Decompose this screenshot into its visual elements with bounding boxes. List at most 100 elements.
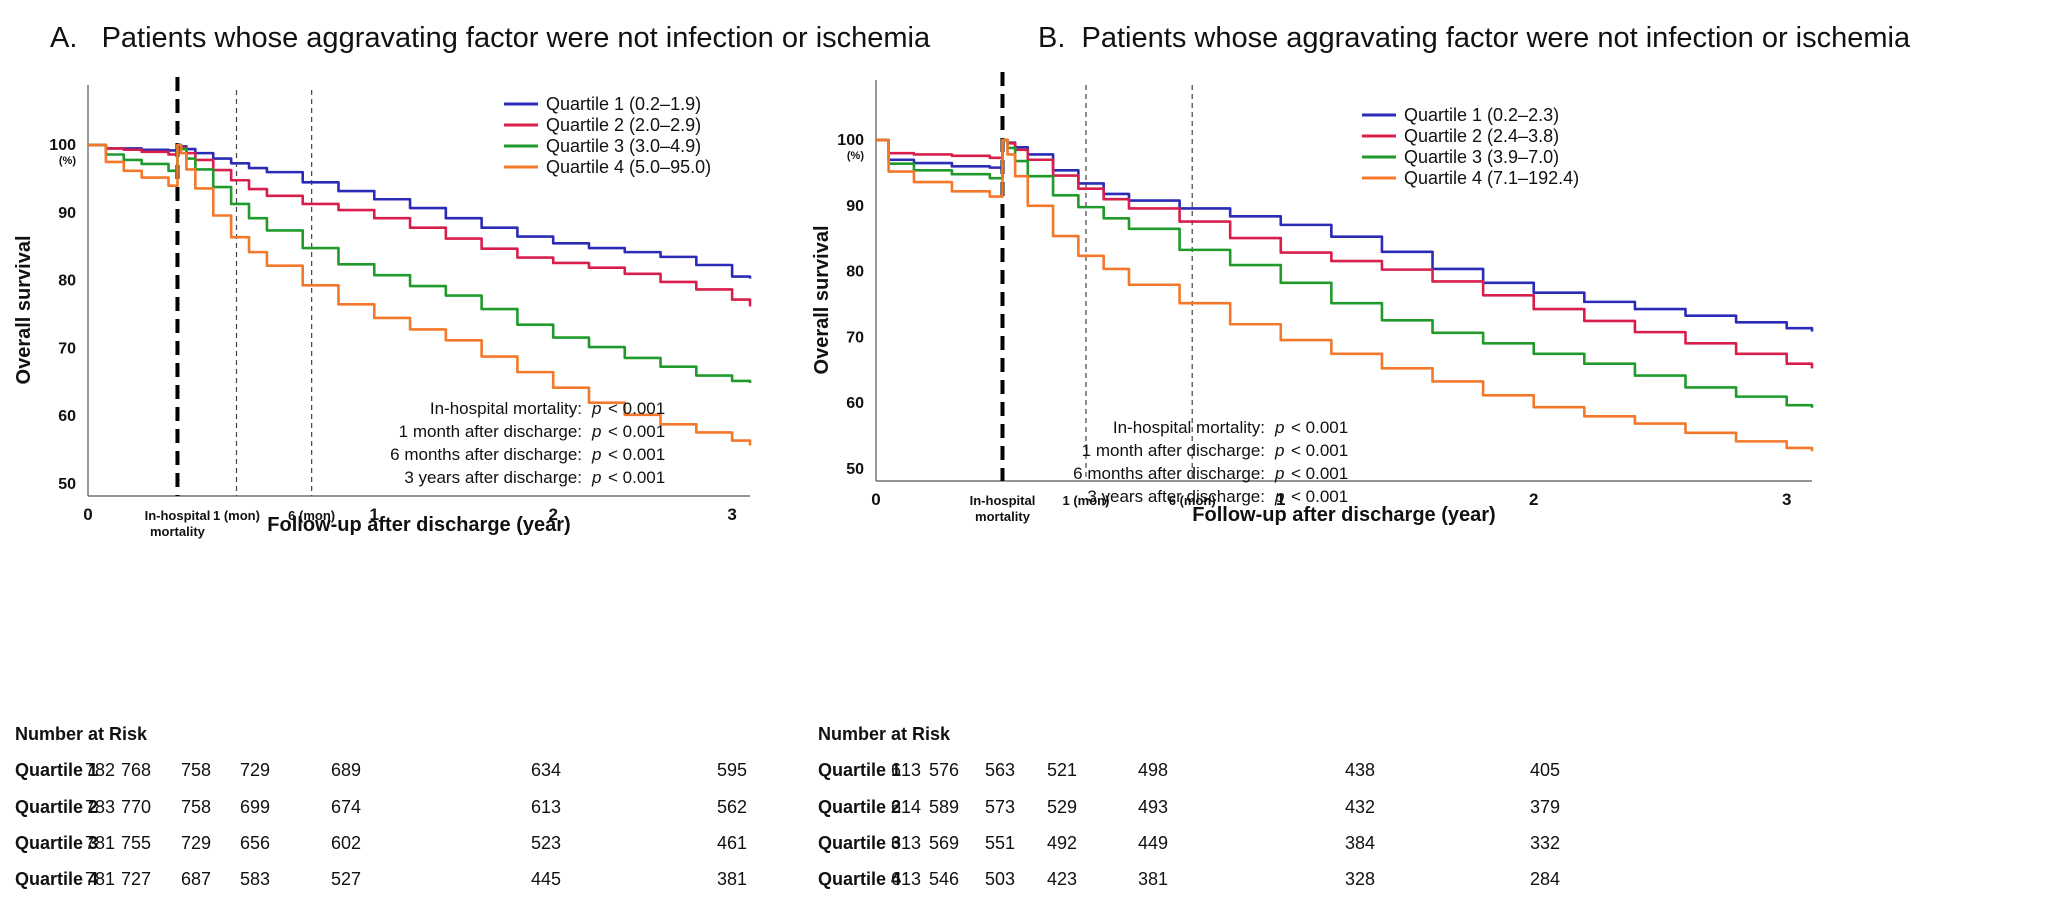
y-tick-label: 60 xyxy=(58,408,76,425)
risk-cell: 492 xyxy=(1046,833,1078,853)
annotation-p: p xyxy=(1274,487,1284,506)
annotation-p: p xyxy=(591,445,601,464)
risk-cell: 405 xyxy=(1529,760,1561,780)
x-tick-label: 6 (mon) xyxy=(1169,493,1216,508)
panel-label-b: B. xyxy=(1038,22,1066,54)
annotation-label: 1 month after discharge: xyxy=(399,422,582,441)
risk-cell: 782 xyxy=(84,760,116,780)
annotation-p: p xyxy=(591,422,601,441)
risk-cell: 781 xyxy=(84,869,116,889)
annotation-value: < 0.001 xyxy=(1291,487,1348,506)
risk-row-label: Quartile 3 xyxy=(15,833,99,853)
x-tick-label: In-hospital xyxy=(970,493,1036,508)
risk-cell: 546 xyxy=(928,869,960,889)
annotation-p: p xyxy=(1274,441,1284,460)
risk-table-row: Quartile 3 781 755 729 656 602 523 461 xyxy=(15,833,747,857)
risk-cell: 523 xyxy=(530,833,562,853)
x-tick-label: In-hospital xyxy=(145,508,211,523)
risk-cell: 328 xyxy=(1344,869,1376,889)
risk-table-row: Quartile 4 613 546 503 423 381 328 284 xyxy=(818,869,1560,893)
risk-cell: 449 xyxy=(1137,833,1169,853)
survival-curve-q2 xyxy=(876,138,1814,369)
annotation-p: p xyxy=(1274,418,1284,437)
risk-cell: 699 xyxy=(239,797,271,817)
annotation-label: 1 month after discharge: xyxy=(1082,441,1265,460)
y-axis-label: Overall survival xyxy=(811,226,833,375)
risk-table-title: Number at Risk xyxy=(15,724,148,744)
legend-label-q4: Quartile 4 (5.0–95.0) xyxy=(546,157,711,177)
annotation-value: < 0.001 xyxy=(608,422,665,441)
risk-cell: 602 xyxy=(330,833,362,853)
risk-cell: 562 xyxy=(716,797,748,817)
risk-cell: 755 xyxy=(120,833,152,853)
y-tick-label: 80 xyxy=(846,264,864,281)
legend-label-q2: Quartile 2 (2.0–2.9) xyxy=(546,115,701,135)
annotation-value: < 0.001 xyxy=(608,445,665,464)
x-tick-label: 3 xyxy=(1782,490,1791,509)
chart-title-text-a: Patients whose aggravating factor were n… xyxy=(101,22,931,54)
risk-cell: 613 xyxy=(890,869,922,889)
risk-cell: 613 xyxy=(890,833,922,853)
x-axis-label: Follow-up after discharge (year) xyxy=(1192,504,1495,526)
y-tick-label: 50 xyxy=(58,476,76,493)
x-tick-label: 1 (mon) xyxy=(213,508,260,523)
legend-label-q1: Quartile 1 (0.2–2.3) xyxy=(1404,105,1559,125)
annotation-p: p xyxy=(1274,464,1284,483)
x-tick-label: 2 xyxy=(1529,490,1538,509)
risk-cell: 445 xyxy=(530,869,562,889)
risk-cell: 529 xyxy=(1046,797,1078,817)
y-tick-label: 70 xyxy=(58,340,76,357)
risk-cell: 563 xyxy=(984,760,1016,780)
x-tick-label: 6 (mon) xyxy=(288,508,335,523)
risk-cell: 758 xyxy=(180,760,212,780)
annotation-value: < 0.001 xyxy=(608,468,665,487)
annotation-label: In-hospital mortality: xyxy=(1113,418,1265,437)
risk-row-label: Quartile 4 xyxy=(15,869,99,889)
risk-table-row: Quartile 1 613 576 563 521 498 438 405 xyxy=(818,760,1560,784)
y-axis-label: Overall survival xyxy=(13,236,35,385)
risk-cell: 332 xyxy=(1529,833,1561,853)
risk-cell: 770 xyxy=(120,797,152,817)
survival-curve-q3 xyxy=(876,138,1814,408)
y-tick-label: 100 xyxy=(49,137,76,154)
legend-label-q4: Quartile 4 (7.1–192.4) xyxy=(1404,168,1579,188)
survival-curve-q2 xyxy=(88,143,752,307)
risk-cell: 379 xyxy=(1529,797,1561,817)
x-tick-label: 0 xyxy=(871,490,880,509)
legend-label-q1: Quartile 1 (0.2–1.9) xyxy=(546,94,701,114)
risk-table-title: Number at Risk xyxy=(818,724,951,744)
risk-cell: 527 xyxy=(330,869,362,889)
legend-label-q2: Quartile 2 (2.4–3.8) xyxy=(1404,126,1559,146)
annotation-p: p xyxy=(591,468,601,487)
risk-row-label: Quartile 1 xyxy=(15,760,99,780)
y-tick-label: 50 xyxy=(846,461,864,478)
risk-cell: 498 xyxy=(1137,760,1169,780)
risk-cell: 423 xyxy=(1046,869,1078,889)
risk-cell: 687 xyxy=(180,869,212,889)
annotation-label: 6 months after discharge: xyxy=(1073,464,1265,483)
risk-cell: 284 xyxy=(1529,869,1561,889)
annotation-label: 3 years after discharge: xyxy=(1087,487,1265,506)
risk-cell: 551 xyxy=(984,833,1016,853)
risk-cell: 384 xyxy=(1344,833,1376,853)
risk-row-label: Quartile 3 xyxy=(818,833,902,853)
y-tick-label: 90 xyxy=(846,198,864,215)
risk-table-a: Number at Risk Quartile 1 782 768 758 729 689 6… xyxy=(0,0,1024,922)
x-tick-label: 1 xyxy=(370,505,379,524)
x-axis-label: Follow-up after discharge (year) xyxy=(267,514,570,536)
risk-cell: 438 xyxy=(1344,760,1376,780)
risk-cell: 461 xyxy=(716,833,748,853)
x-tick-label: 1 xyxy=(1276,490,1285,509)
annotation-label: In-hospital mortality: xyxy=(430,399,582,418)
risk-cell: 576 xyxy=(928,760,960,780)
risk-cell: 432 xyxy=(1344,797,1376,817)
risk-table-row: Quartile 3 613 569 551 492 449 384 332 xyxy=(818,833,1560,857)
risk-cell: 503 xyxy=(984,869,1016,889)
chart-title-b: B. Patients whose aggravating factor wer… xyxy=(1038,22,1910,55)
x-tick-label: 3 xyxy=(727,505,736,524)
risk-cell: 573 xyxy=(984,797,1016,817)
risk-row-label: Quartile 2 xyxy=(15,797,99,817)
